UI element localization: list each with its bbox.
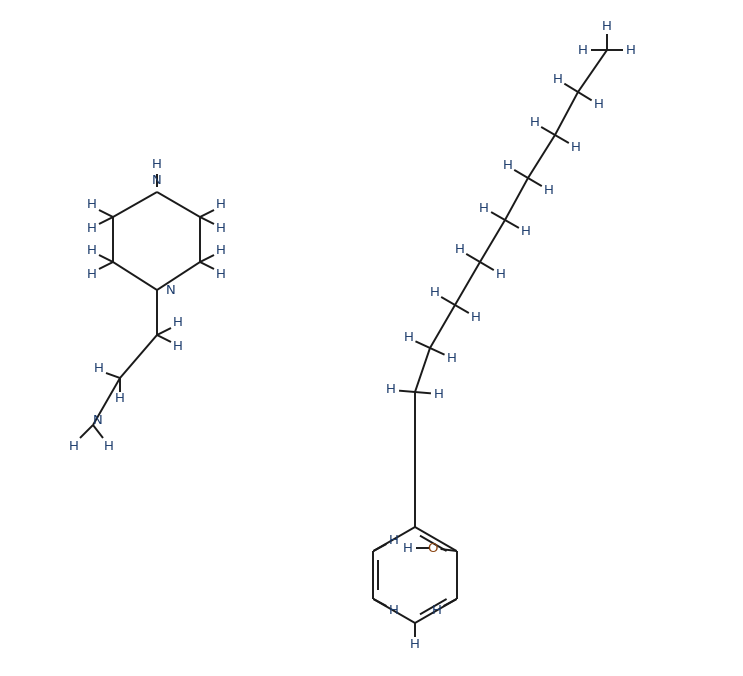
Text: H: H: [115, 393, 125, 406]
Text: H: H: [496, 268, 506, 281]
Text: H: H: [216, 199, 226, 212]
Text: H: H: [602, 20, 612, 32]
Text: H: H: [386, 383, 396, 397]
Text: H: H: [389, 604, 398, 617]
Text: H: H: [216, 243, 226, 256]
Text: H: H: [578, 43, 588, 57]
Text: H: H: [173, 341, 183, 354]
Text: O: O: [427, 541, 438, 554]
Text: H: H: [216, 222, 226, 235]
Text: H: H: [434, 387, 444, 400]
Text: H: H: [403, 331, 413, 345]
Text: H: H: [626, 43, 636, 57]
Text: H: H: [471, 310, 481, 324]
Text: H: H: [87, 243, 97, 256]
Text: H: H: [87, 268, 97, 281]
Text: H: H: [479, 201, 489, 214]
Text: H: H: [529, 116, 539, 129]
Text: H: H: [553, 73, 562, 86]
Text: H: H: [410, 639, 420, 652]
Text: H: H: [104, 439, 114, 452]
Text: H: H: [502, 160, 512, 172]
Text: H: H: [521, 225, 531, 239]
Text: H: H: [544, 184, 554, 197]
Text: H: H: [69, 439, 79, 452]
Text: H: H: [173, 316, 183, 329]
Text: H: H: [432, 604, 441, 617]
Text: H: H: [87, 199, 97, 212]
Text: N: N: [93, 414, 103, 427]
Text: H: H: [447, 352, 457, 364]
Text: H: H: [216, 268, 226, 281]
Text: H: H: [455, 243, 464, 256]
Text: N: N: [152, 174, 162, 187]
Text: N: N: [166, 283, 176, 297]
Text: H: H: [429, 287, 439, 299]
Text: H: H: [594, 98, 603, 111]
Text: H: H: [389, 533, 398, 546]
Text: H: H: [152, 158, 162, 172]
Text: H: H: [403, 541, 412, 554]
Text: H: H: [571, 141, 581, 153]
Text: H: H: [94, 362, 104, 375]
Text: H: H: [87, 222, 97, 235]
